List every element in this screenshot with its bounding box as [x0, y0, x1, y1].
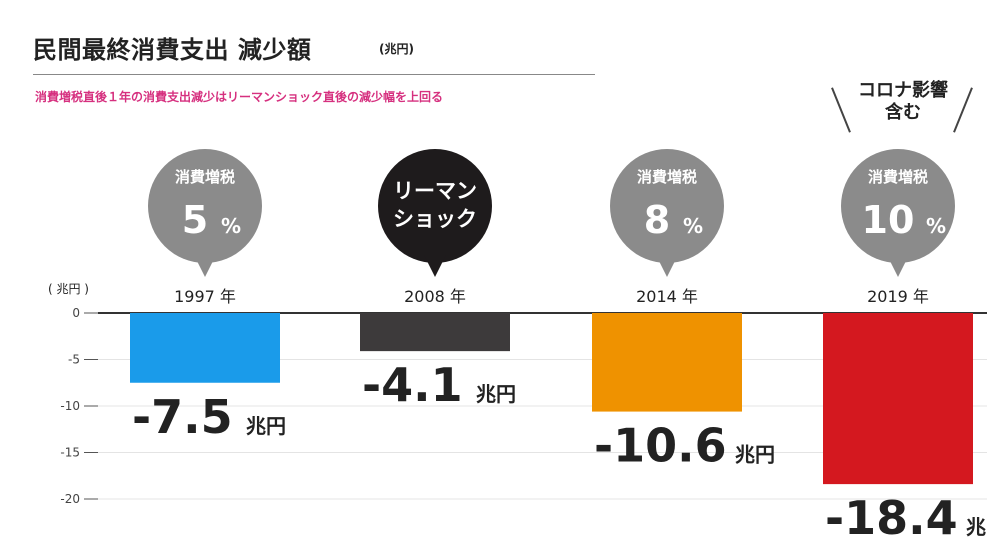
- chart-subtitle: 消費増税直後１年の消費支出減少はリーマンショック直後の減少幅を上回る: [35, 90, 444, 104]
- value-unit: 兆円: [966, 515, 987, 539]
- bubble-rate: 5: [182, 198, 208, 242]
- bubble-percent: %: [926, 214, 946, 238]
- bar-3: [823, 313, 973, 485]
- bubble-circle: [610, 149, 724, 263]
- category-label-0: 1997 年: [174, 287, 236, 306]
- value-number: -18.4: [825, 491, 958, 545]
- value-unit: 兆円: [735, 443, 775, 467]
- y-tick-label: -5: [68, 353, 80, 367]
- value-number: -10.6: [594, 419, 727, 473]
- bubble-pointer: [424, 255, 446, 277]
- callout-bubble-0: 消費増税 5%: [148, 149, 262, 277]
- value-unit: 兆円: [476, 382, 516, 406]
- value-label-3: -18.4 兆円: [825, 491, 987, 545]
- value-label-0: -7.5 兆円: [132, 390, 286, 444]
- chart-title-unit: (兆円): [379, 42, 414, 56]
- bubble-pointer: [887, 255, 909, 277]
- callout-bubble-3: 消費増税 10%: [841, 149, 955, 277]
- bubble-caption: 消費増税: [175, 168, 235, 186]
- category-label-2: 2014 年: [636, 287, 698, 306]
- category-label-1: 2008 年: [404, 287, 466, 306]
- chart-title: 民間最終消費支出 減少額: [33, 36, 312, 64]
- value-label-2: -10.6 兆円: [594, 419, 775, 473]
- category-label-3: 2019 年: [867, 287, 929, 306]
- bar-0: [130, 313, 280, 383]
- value-number: -4.1: [362, 358, 463, 412]
- bubble-line2: ショック: [393, 207, 477, 231]
- bubble-rate: 8: [644, 198, 670, 242]
- bubble-rate: 10: [862, 198, 915, 242]
- y-tick-label: -20: [60, 492, 80, 506]
- bubble-caption: 消費増税: [868, 168, 928, 186]
- title-divider: [33, 74, 595, 75]
- value-number: -7.5: [132, 390, 233, 444]
- bubble-pointer: [194, 255, 216, 277]
- y-tick-label: -10: [60, 399, 80, 413]
- bar-1: [360, 313, 510, 352]
- bubble-percent: %: [221, 214, 241, 238]
- bar-2: [592, 313, 742, 412]
- corona-note: コロナ影響 含む: [835, 80, 971, 124]
- y-tick-label: -15: [60, 446, 80, 460]
- bubble-circle: [378, 149, 492, 263]
- bubble-pointer: [656, 255, 678, 277]
- bubble-caption: 消費増税: [637, 168, 697, 186]
- bubble-line1: リーマン: [393, 179, 477, 203]
- corona-note-line2: 含む: [885, 102, 921, 123]
- y-tick-label: 0: [72, 306, 80, 320]
- callout-bubble-2: 消費増税 8%: [610, 149, 724, 277]
- value-label-1: -4.1 兆円: [362, 358, 516, 412]
- bubble-circle: [148, 149, 262, 263]
- bubble-percent: %: [683, 214, 703, 238]
- value-unit: 兆円: [246, 414, 286, 438]
- callout-bubble-1: リーマンショック: [378, 149, 492, 277]
- bubble-circle: [841, 149, 955, 263]
- y-axis-unit-label: ( 兆円 ): [48, 282, 89, 296]
- corona-note-line1: コロナ影響: [858, 80, 948, 101]
